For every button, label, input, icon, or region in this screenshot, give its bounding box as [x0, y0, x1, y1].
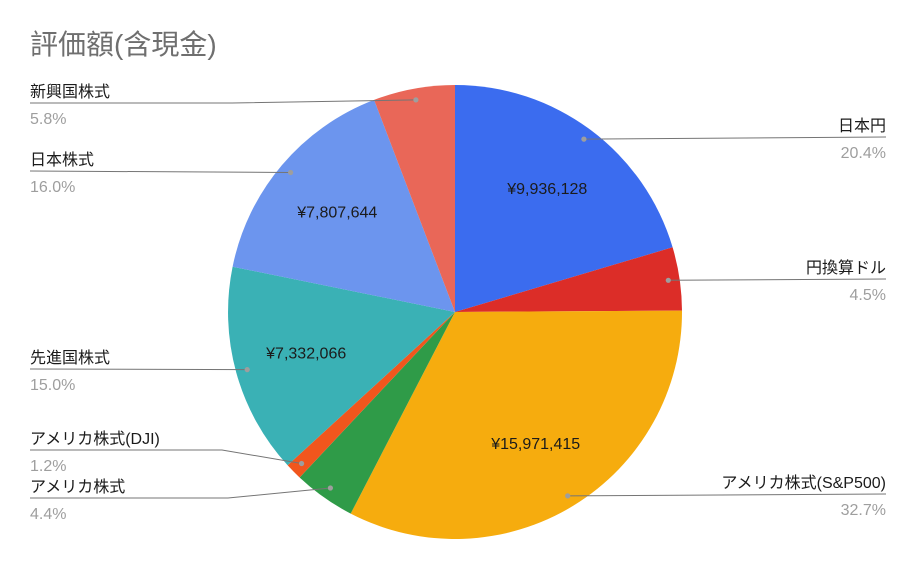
callout-line	[30, 487, 331, 499]
pie-slice-1[interactable]	[455, 247, 682, 312]
pie-slice-2[interactable]	[350, 310, 683, 539]
callout-line	[567, 493, 887, 497]
callout-percent: 20.4%	[841, 145, 886, 162]
chart-labels: 日本円 20.4% ¥9,936,128 円換算ドル 4.5% アメリカ株式(S&P500…	[30, 83, 886, 523]
pie-slice-4[interactable]	[287, 312, 455, 478]
callout-line	[30, 449, 302, 464]
callout-label: 日本株式	[30, 151, 94, 169]
callout-percent: 16.0%	[30, 179, 75, 196]
callout-line	[668, 278, 887, 281]
callout-percent: 4.4%	[30, 506, 66, 523]
pie-slice-6[interactable]	[232, 99, 455, 313]
slice-value-label: ¥15,971,415	[490, 436, 580, 453]
slice-value-label: ¥7,807,644	[296, 205, 377, 222]
callout-label: 円換算ドル	[806, 258, 886, 277]
callout-label: 先進国株式	[30, 349, 110, 367]
callout-label: アメリカ株式(DJI)	[30, 430, 160, 448]
pie-slice-3[interactable]	[299, 312, 455, 514]
pie-slices	[228, 85, 683, 539]
callout-label: アメリカ株式	[30, 478, 125, 496]
callout-dot	[299, 460, 305, 467]
callout-percent: 4.5%	[850, 287, 886, 304]
callout-label: 新興国株式	[30, 83, 110, 101]
callout-label: アメリカ株式(S&P500)	[721, 474, 886, 492]
callout-lines	[29, 97, 887, 499]
callout-line	[30, 99, 416, 104]
pie-slice-0[interactable]	[455, 85, 673, 312]
callout-percent: 15.0%	[30, 377, 75, 394]
callout-percent: 32.7%	[841, 502, 886, 519]
callout-line	[29, 368, 248, 371]
callout-percent: 1.2%	[30, 458, 66, 475]
callout-dot	[565, 493, 571, 499]
slice-value-label: ¥9,936,128	[506, 181, 587, 198]
chart-title: 評価額(含現金)	[30, 29, 217, 60]
callout-dot	[288, 169, 294, 176]
callout-line	[29, 170, 291, 173]
callout-dot	[581, 136, 587, 142]
callout-label: 日本円	[838, 117, 886, 135]
callout-dot	[244, 367, 250, 373]
callout-dot	[413, 97, 419, 103]
callout-percent: 5.8%	[30, 111, 66, 128]
pie-slice-5[interactable]	[228, 266, 455, 466]
pie-slice-7[interactable]	[374, 85, 455, 312]
slice-value-label: ¥7,332,066	[265, 346, 346, 363]
callout-dot	[665, 277, 671, 283]
callout-line	[583, 136, 887, 140]
callout-dot	[327, 485, 333, 491]
